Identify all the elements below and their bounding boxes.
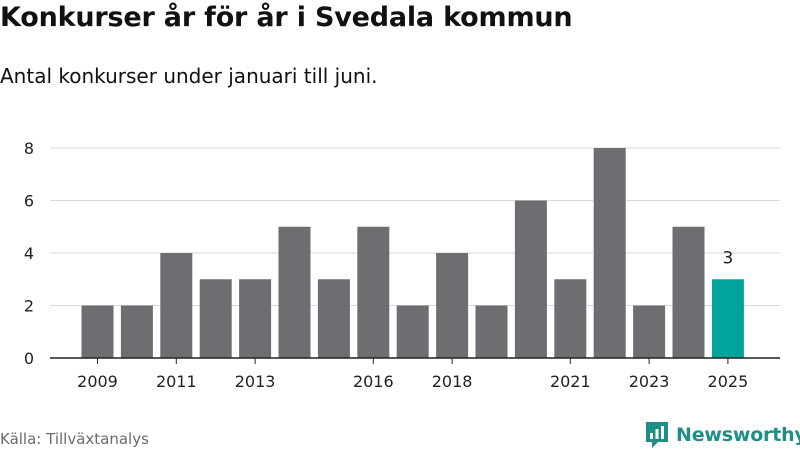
x-tick-label: 2011 — [156, 372, 197, 391]
bar — [672, 226, 705, 358]
x-tick-label: 2023 — [629, 372, 670, 391]
chart-subtitle: Antal konkurser under januari till juni. — [0, 64, 378, 88]
data-label: 3 — [722, 248, 733, 268]
bar — [475, 305, 508, 358]
bar — [81, 305, 114, 358]
newsworthy-logo-icon — [646, 422, 668, 448]
bar-highlight — [711, 279, 744, 358]
x-tick-label: 2018 — [432, 372, 473, 391]
bar — [436, 253, 469, 358]
chart-title: Konkurser år för år i Svedala kommun — [0, 2, 573, 33]
bar — [278, 226, 311, 358]
x-tick-label: 2016 — [353, 372, 394, 391]
bar — [514, 200, 547, 358]
y-tick-label: 6 — [24, 192, 34, 211]
x-tick-label: 2021 — [550, 372, 591, 391]
brand-name: Newsworthy — [676, 424, 800, 446]
bar — [239, 279, 272, 358]
bar — [120, 305, 153, 358]
x-tick-label: 2009 — [77, 372, 118, 391]
y-tick-label: 8 — [24, 139, 34, 158]
bar — [317, 279, 350, 358]
bar — [357, 226, 390, 358]
bar — [633, 305, 666, 358]
source-note: Källa: Tillväxtanalys — [0, 430, 149, 448]
y-tick-label: 4 — [24, 244, 34, 263]
bar — [396, 305, 429, 358]
x-tick-label: 2013 — [235, 372, 276, 391]
x-tick-label: 2025 — [708, 372, 749, 391]
brand-logo: Newsworthy — [644, 420, 800, 450]
bar — [160, 253, 193, 358]
bar — [554, 279, 587, 358]
bar — [199, 279, 232, 358]
y-tick-label: 2 — [24, 297, 34, 316]
y-tick-label: 0 — [24, 349, 34, 368]
bar — [593, 148, 626, 358]
